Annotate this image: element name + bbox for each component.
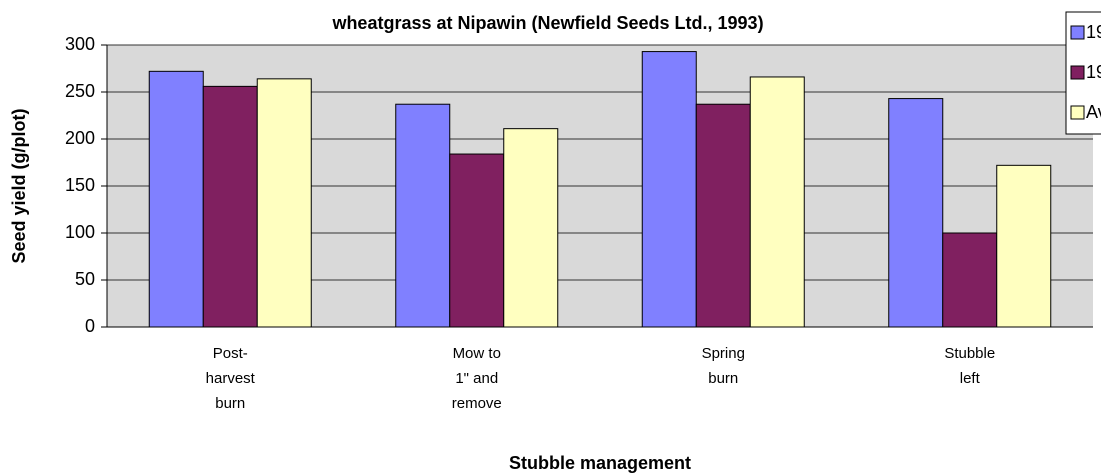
x-tick-label: Spring <box>702 345 745 362</box>
x-tick-label: burn <box>215 395 245 412</box>
y-tick-label: 100 <box>65 222 95 242</box>
bar <box>996 164 1052 328</box>
legend-label: 1990 <box>1086 22 1101 42</box>
legend-swatch <box>1070 105 1085 120</box>
y-axis-label: Seed yield (g/plot) <box>9 108 29 263</box>
y-tick-label: 300 <box>65 34 95 54</box>
x-axis-label: Stubble management <box>509 453 691 473</box>
bar <box>256 78 312 328</box>
y-tick-label: 250 <box>65 81 95 101</box>
y-tick-label: 50 <box>75 269 95 289</box>
bar <box>449 153 505 328</box>
legend-swatch <box>1070 25 1085 40</box>
bar <box>749 76 805 328</box>
bar <box>942 232 998 328</box>
bar <box>148 70 204 328</box>
x-tick-label: Post- <box>213 345 248 362</box>
legend-label: Average <box>1086 102 1101 122</box>
x-tick-label: 1" and <box>455 370 498 387</box>
x-tick-label: burn <box>708 370 738 387</box>
bar <box>888 98 944 328</box>
bar <box>395 103 451 328</box>
bar <box>641 51 697 328</box>
chart-title: wheatgrass at Nipawin (Newfield Seeds Lt… <box>331 13 763 33</box>
y-tick-label: 150 <box>65 175 95 195</box>
x-tick-label: Stubble <box>944 345 995 362</box>
legend-label: 1991 <box>1086 62 1101 82</box>
x-tick-label: remove <box>452 395 502 412</box>
y-tick-label: 200 <box>65 128 95 148</box>
bar <box>202 85 258 328</box>
y-tick-label: 0 <box>85 316 95 336</box>
bar <box>503 128 559 328</box>
x-tick-label: left <box>960 370 981 387</box>
x-tick-label: Mow to <box>453 345 501 362</box>
legend-swatch <box>1070 65 1085 80</box>
x-tick-label: harvest <box>206 370 256 387</box>
bar <box>695 103 751 328</box>
